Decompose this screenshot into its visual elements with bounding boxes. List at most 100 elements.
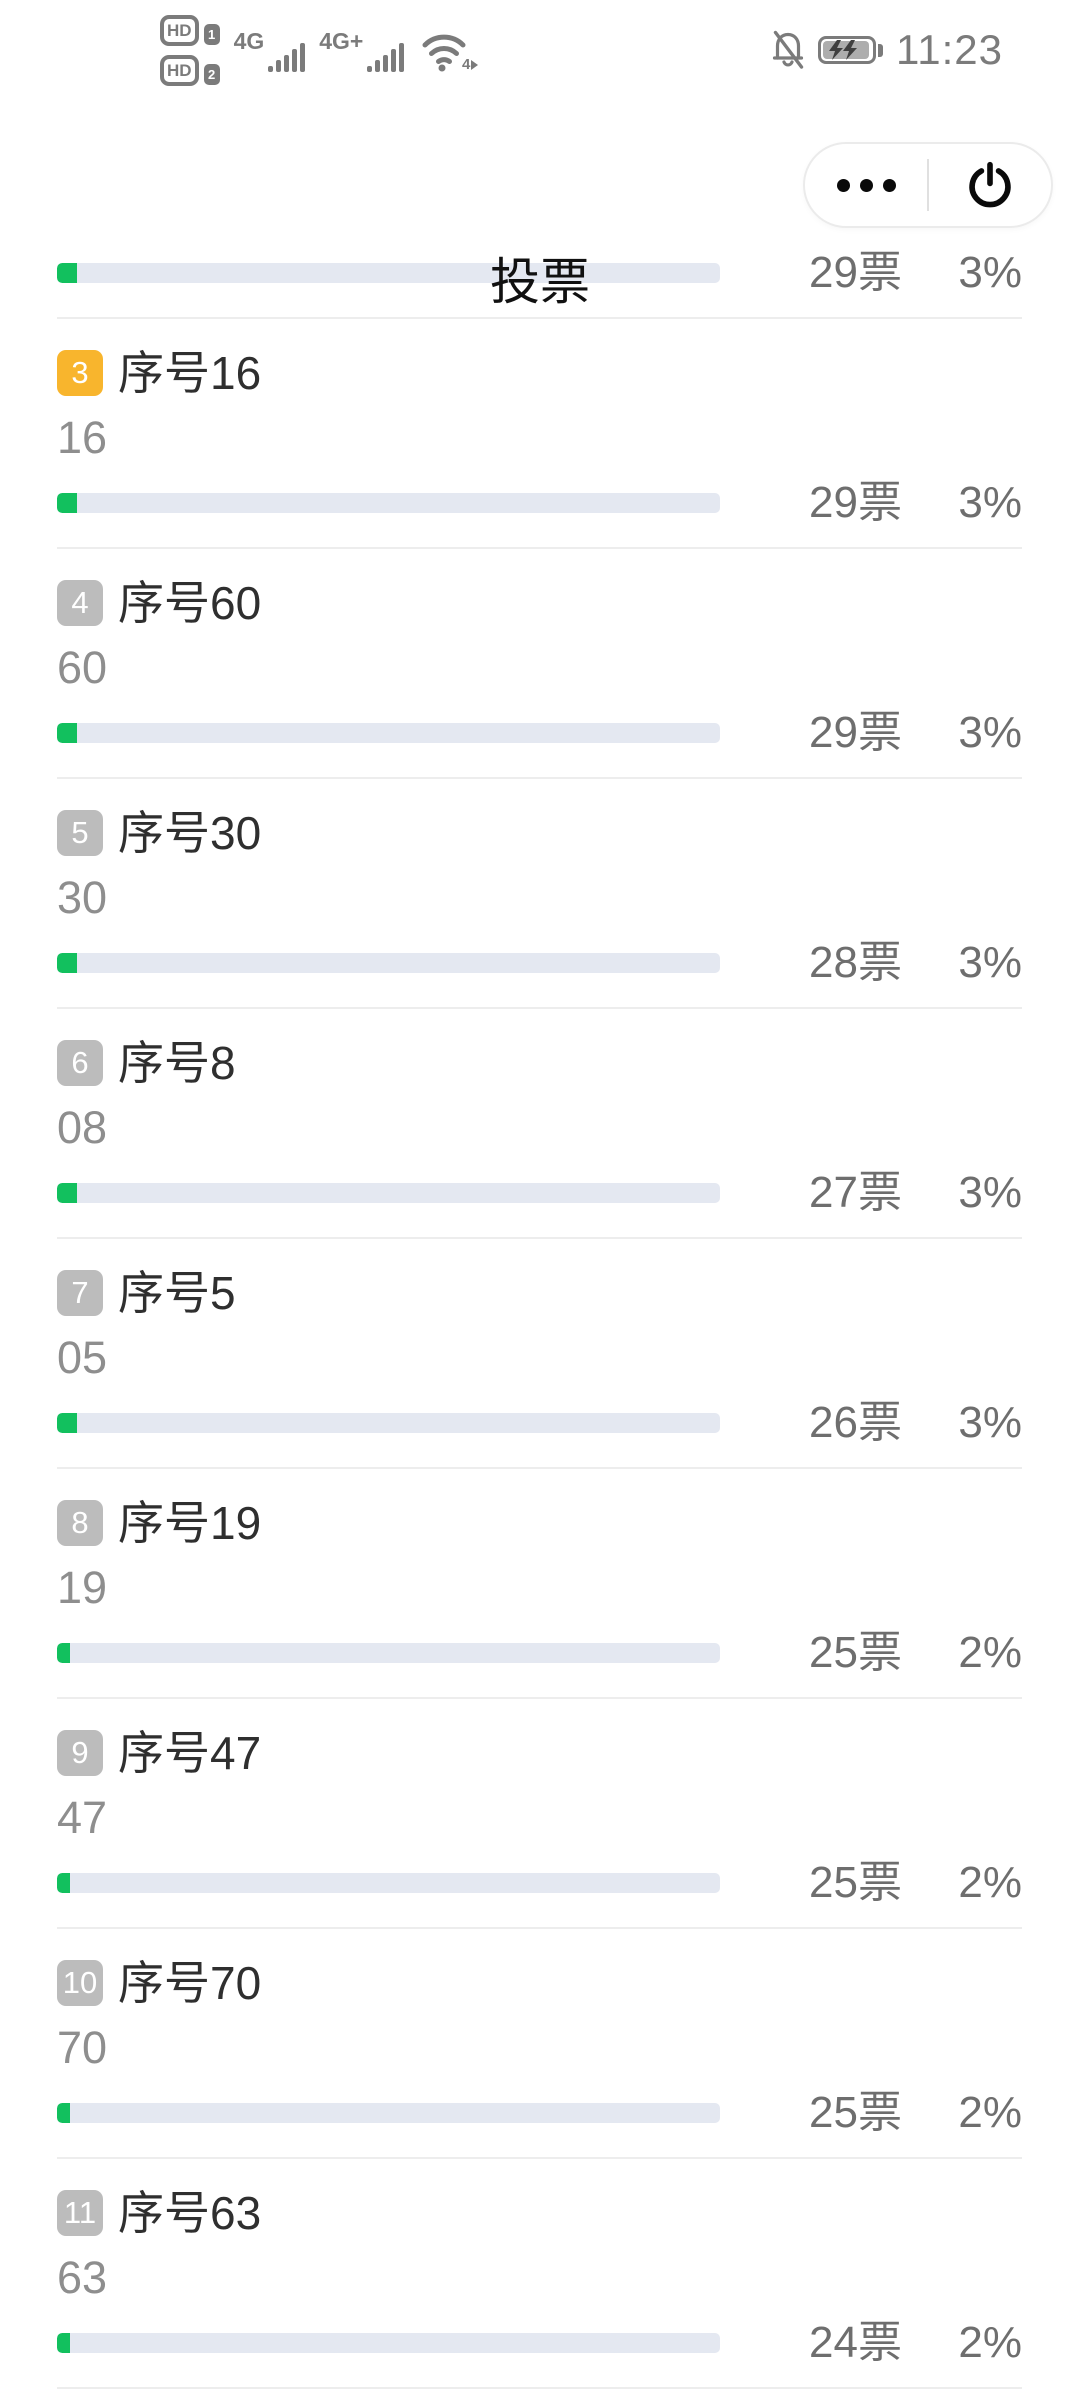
vote-percent: 2% [958,2088,1022,2137]
vote-item-option: 47 [57,1792,108,1843]
vote-count: 24票 [809,2318,902,2367]
vote-result-row: 29票 3% [57,475,1022,531]
progress-track [57,2103,720,2123]
network-type-label: 4G [233,28,265,54]
battery-charging-icon [818,36,883,64]
progress-track [57,2333,720,2353]
vote-count: 26票 [809,1398,902,1447]
vote-result-row: 29票 3% [57,705,1022,761]
vote-count: 29票 [809,478,902,527]
vote-item[interactable]: 8 序号19 19 25票 2% [57,1469,1022,1699]
hd-icon: HD [160,14,199,46]
vote-item[interactable]: 4 序号60 60 29票 3% [57,549,1022,779]
vote-item-header: 11 序号63 [57,2190,1022,2236]
sim1-number-badge: 1 [203,23,220,45]
clock-time: 11:23 [896,26,1003,73]
vote-percent: 3% [958,248,1022,297]
vote-count: 28票 [809,938,902,987]
vote-item-option: 30 [57,872,108,923]
progress-track [57,1413,720,1433]
vote-item-option: 63 [57,2252,108,2303]
vote-percent: 3% [958,708,1022,757]
vote-percent: 2% [958,2318,1022,2367]
vote-item-title: 序号70 [118,1957,262,2009]
vote-item[interactable]: 7 序号5 05 26票 3% [57,1239,1022,1469]
vote-count: 25票 [809,2088,902,2137]
progress-track [57,723,720,743]
vote-result-row: 25票 2% [57,1855,1022,1911]
vote-item-option: 16 [57,412,108,463]
vote-result-row: 25票 2% [57,2085,1022,2141]
vote-result-row: 24票 2% [57,2315,1022,2371]
vote-item-header: 3 序号16 [57,350,1022,396]
rank-badge: 11 [57,2190,103,2236]
rank-badge: 3 [57,350,103,396]
rank-badge: 5 [57,810,103,856]
progress-fill [57,953,77,973]
hd-sim2-icon: HD 2 [160,54,220,86]
wifi-speed-badge: 4 [462,57,479,72]
progress-fill [57,1413,77,1433]
vote-item-option: 19 [57,1562,108,1613]
vote-result-row: 29票 3% [57,245,1022,301]
rank-badge: 6 [57,1040,103,1086]
vote-list[interactable]: 29票 3% 3 序号16 16 29票 3% 4 序号60 60 29票 3% [0,243,1080,2400]
vote-percent: 3% [958,1168,1022,1217]
vote-item-option: 08 [57,1102,108,1153]
page-title: 投票 [490,254,590,310]
rank-badge: 10 [57,1960,103,2006]
power-icon [969,161,1011,208]
vote-item[interactable]: 11 序号63 63 24票 2% [57,2159,1022,2389]
progress-fill [57,1643,71,1663]
vote-percent: 3% [958,1398,1022,1447]
vote-count: 29票 [809,248,902,297]
nav-bar: 投票 [0,100,1080,310]
vote-item-header: 6 序号8 [57,1040,1022,1086]
progress-track [57,493,720,513]
progress-track [57,1183,720,1203]
vote-result-row: 27票 3% [57,1165,1022,1221]
rank-badge: 7 [57,1270,103,1316]
miniprogram-capsule [803,142,1053,228]
vote-item-title: 序号16 [118,347,262,399]
vote-item-title: 序号60 [118,577,262,629]
vote-item[interactable]: 29票 3% [57,245,1022,319]
signal-sim1-icon: 4G [234,28,306,72]
vote-item[interactable]: 3 序号16 16 29票 3% [57,319,1022,549]
wifi-icon: 4 [418,28,479,72]
more-button[interactable] [805,144,927,226]
vote-item-header: 9 序号47 [57,1730,1022,1776]
signal-bars-icon [367,42,405,72]
vote-item-title: 序号30 [118,807,262,859]
sim2-number-badge: 2 [203,63,220,85]
vote-item-header: 5 序号30 [57,810,1022,856]
vote-item-title: 序号47 [118,1727,262,1779]
vote-item-title: 序号8 [118,1037,236,1089]
vote-item-title: 序号5 [118,1267,236,1319]
progress-fill [57,1183,77,1203]
vote-item[interactable]: 5 序号30 30 28票 3% [57,779,1022,1009]
progress-track [57,1643,720,1663]
vote-percent: 2% [958,1858,1022,1907]
vote-item[interactable]: 9 序号47 47 25票 2% [57,1699,1022,1929]
network-type-label: 4G+ [319,28,364,54]
status-right-cluster: 11:23 [771,0,1003,100]
vote-item[interactable]: 6 序号8 08 27票 3% [57,1009,1022,1239]
arrow-icon [471,59,479,70]
vote-list-content: 29票 3% 3 序号16 16 29票 3% 4 序号60 60 29票 3% [0,245,1080,2389]
rank-badge: 9 [57,1730,103,1776]
rank-badge: 4 [57,580,103,626]
vote-result-row: 28票 3% [57,935,1022,991]
status-bar: HD 1 HD 2 4G 4G+ 4 [0,0,1080,100]
vote-count: 25票 [809,1858,902,1907]
vote-item[interactable]: 10 序号70 70 25票 2% [57,1929,1022,2159]
progress-track [57,263,720,283]
signal-bars-icon [268,42,306,72]
signal-sim2-icon: 4G+ [319,28,405,72]
ellipsis-icon [836,178,896,192]
vote-count: 25票 [809,1628,902,1677]
vote-count: 27票 [809,1168,902,1217]
progress-fill [57,723,77,743]
progress-fill [57,1873,71,1893]
exit-button[interactable] [929,144,1051,226]
